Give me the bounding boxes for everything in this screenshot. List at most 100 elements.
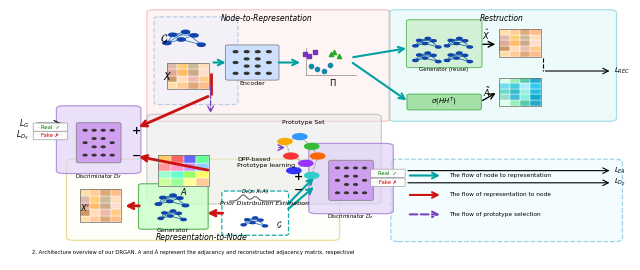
Point (319, 69, 329, 73)
FancyBboxPatch shape (407, 94, 481, 110)
FancyBboxPatch shape (308, 143, 394, 214)
Bar (196, 171, 209, 178)
Bar (509, 40, 520, 46)
Bar (499, 40, 509, 46)
Text: $\Pi$: $\Pi$ (329, 77, 337, 88)
Text: $L_{EA}$: $L_{EA}$ (614, 166, 626, 176)
Circle shape (255, 51, 260, 53)
Circle shape (177, 197, 183, 199)
FancyBboxPatch shape (329, 160, 373, 200)
Circle shape (413, 59, 418, 62)
Circle shape (92, 146, 96, 148)
Circle shape (176, 212, 182, 214)
Circle shape (425, 37, 431, 39)
Circle shape (233, 72, 238, 74)
Circle shape (417, 39, 422, 42)
FancyBboxPatch shape (391, 159, 623, 242)
Bar (166, 76, 177, 82)
Bar (520, 52, 531, 57)
Circle shape (255, 65, 260, 67)
Circle shape (267, 62, 271, 63)
Text: +: + (294, 172, 303, 182)
Text: $\mathcal{G}$: $\mathcal{G}$ (160, 32, 168, 46)
Point (326, 52, 336, 56)
Bar (196, 163, 209, 171)
FancyBboxPatch shape (56, 106, 141, 174)
Circle shape (305, 173, 319, 178)
Circle shape (255, 58, 260, 60)
Text: Representation-to-Node: Representation-to-Node (156, 233, 248, 242)
Bar (499, 83, 509, 89)
Text: $L_{D_Z}$: $L_{D_Z}$ (614, 177, 626, 188)
Circle shape (467, 60, 472, 63)
Bar (188, 82, 198, 89)
Bar (100, 216, 111, 222)
Bar (100, 209, 111, 216)
Bar (111, 209, 122, 216)
Bar (520, 46, 531, 52)
Bar (499, 100, 509, 106)
Bar (159, 156, 171, 163)
Bar (509, 94, 520, 100)
Bar (196, 178, 209, 186)
Circle shape (110, 154, 114, 156)
Text: The flow of prototype selection: The flow of prototype selection (449, 212, 540, 217)
Bar (90, 216, 100, 222)
Circle shape (457, 52, 462, 54)
Bar (159, 171, 171, 178)
Text: Discriminator $D_z$: Discriminator $D_z$ (328, 212, 374, 221)
Bar (184, 156, 196, 163)
Circle shape (101, 138, 105, 139)
Circle shape (417, 54, 422, 56)
Circle shape (244, 72, 249, 74)
Text: $L_G$: $L_G$ (19, 117, 29, 130)
Circle shape (110, 142, 114, 143)
Text: $\tilde{A}$: $\tilde{A}$ (483, 85, 490, 99)
Bar (166, 82, 177, 89)
Bar (509, 83, 520, 89)
Bar (184, 178, 196, 186)
Text: Prior Distribution Estimation: Prior Distribution Estimation (220, 201, 308, 206)
Circle shape (444, 45, 450, 47)
Circle shape (250, 222, 255, 224)
Circle shape (422, 42, 428, 45)
FancyBboxPatch shape (76, 123, 121, 163)
Bar (111, 190, 122, 196)
Circle shape (354, 184, 357, 185)
Circle shape (287, 168, 301, 174)
Circle shape (467, 46, 472, 48)
Bar (90, 202, 100, 209)
Circle shape (92, 138, 96, 139)
Circle shape (244, 58, 249, 60)
Bar (499, 78, 509, 83)
Text: Fake ✗: Fake ✗ (379, 180, 397, 185)
Circle shape (363, 192, 367, 194)
Circle shape (244, 219, 250, 221)
Bar (79, 202, 90, 209)
Bar (531, 52, 541, 57)
Bar (531, 100, 541, 106)
Point (310, 49, 320, 54)
Text: Real  ✓: Real ✓ (378, 171, 397, 176)
Circle shape (454, 42, 459, 45)
Bar (159, 163, 171, 171)
Bar (509, 52, 520, 57)
FancyBboxPatch shape (225, 45, 279, 80)
Point (324, 63, 335, 67)
FancyBboxPatch shape (67, 159, 340, 240)
Circle shape (162, 212, 167, 214)
Text: $\mathcal{G}$: $\mathcal{G}$ (276, 219, 282, 230)
Bar (520, 29, 531, 35)
FancyBboxPatch shape (33, 131, 68, 140)
Bar (111, 196, 122, 202)
Circle shape (431, 40, 436, 42)
Text: Node-to-Representation: Node-to-Representation (221, 14, 313, 23)
Bar (531, 89, 541, 94)
FancyBboxPatch shape (371, 169, 405, 177)
Bar (171, 171, 184, 178)
Text: $L_{D_X}$: $L_{D_X}$ (16, 129, 29, 142)
Circle shape (354, 176, 357, 177)
Circle shape (267, 72, 271, 74)
Bar (159, 156, 209, 186)
Bar (499, 46, 509, 52)
